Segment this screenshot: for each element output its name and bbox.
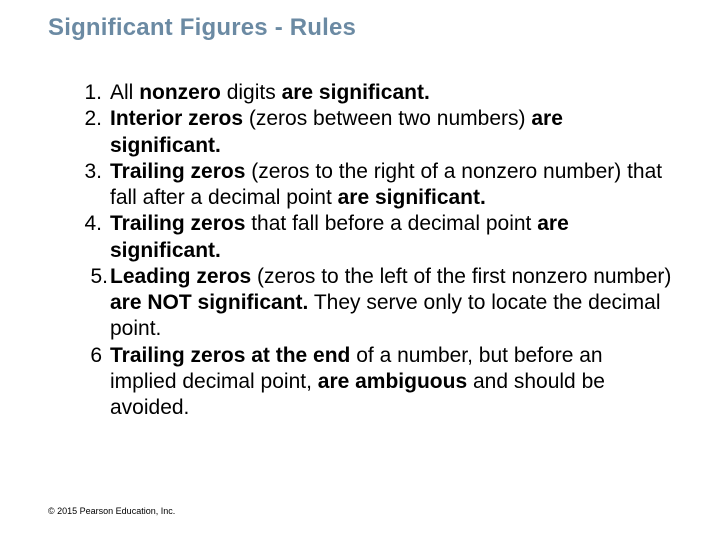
rule-text-bold1: Trailing zeros xyxy=(110,160,245,183)
rule-item-6: 6 Trailing zeros at the end of a number,… xyxy=(48,343,672,422)
rule-item-2: 2. Interior zeros (zeros between two num… xyxy=(48,106,672,159)
rule-item-3: 3. Trailing zeros (zeros to the right of… xyxy=(48,159,672,212)
rule-text-mid: digits xyxy=(221,81,282,104)
rule-text-bold1: Interior zeros xyxy=(110,107,243,130)
rule-text-mid: (zeros to the left of the first nonzero … xyxy=(251,265,671,288)
rule-number: 1. xyxy=(54,80,102,106)
rule-number: 4. xyxy=(54,211,102,237)
rule-text-mid: (zeros between two numbers) xyxy=(243,107,531,130)
rule-text-mid: that fall before a decimal point xyxy=(245,212,537,235)
rule-number: 3. xyxy=(54,159,102,185)
copyright-footer: © 2015 Pearson Education, Inc. xyxy=(48,506,175,516)
rule-text-bold1: nonzero xyxy=(139,81,221,104)
rule-text-bold2: are NOT significant. xyxy=(110,291,308,314)
rule-text-bold2: are significant. xyxy=(282,81,430,104)
rules-content: 1. All nonzero digits are significant. 2… xyxy=(48,80,672,421)
rule-text-bold1: Leading zeros xyxy=(110,265,251,288)
rule-text-bold1: Trailing zeros at the end xyxy=(110,344,350,367)
slide-title: Significant Figures - Rules xyxy=(48,14,356,42)
rule-text-pre: All xyxy=(110,81,139,104)
rule-number: 5. xyxy=(60,264,108,290)
rule-number: 6 xyxy=(54,343,102,369)
rule-item-5: 5. Leading zeros (zeros to the left of t… xyxy=(48,264,672,343)
rule-item-1: 1. All nonzero digits are significant. xyxy=(48,80,672,106)
rule-number: 2. xyxy=(54,106,102,132)
rule-text-bold2: are significant. xyxy=(338,186,486,209)
rules-list: 1. All nonzero digits are significant. 2… xyxy=(48,80,672,421)
rule-item-4: 4. Trailing zeros that fall before a dec… xyxy=(48,211,672,264)
rule-text-bold2: are ambiguous xyxy=(318,370,467,393)
rule-text-bold1: Trailing zeros xyxy=(110,212,245,235)
slide: Significant Figures - Rules 1. All nonze… xyxy=(0,0,720,540)
